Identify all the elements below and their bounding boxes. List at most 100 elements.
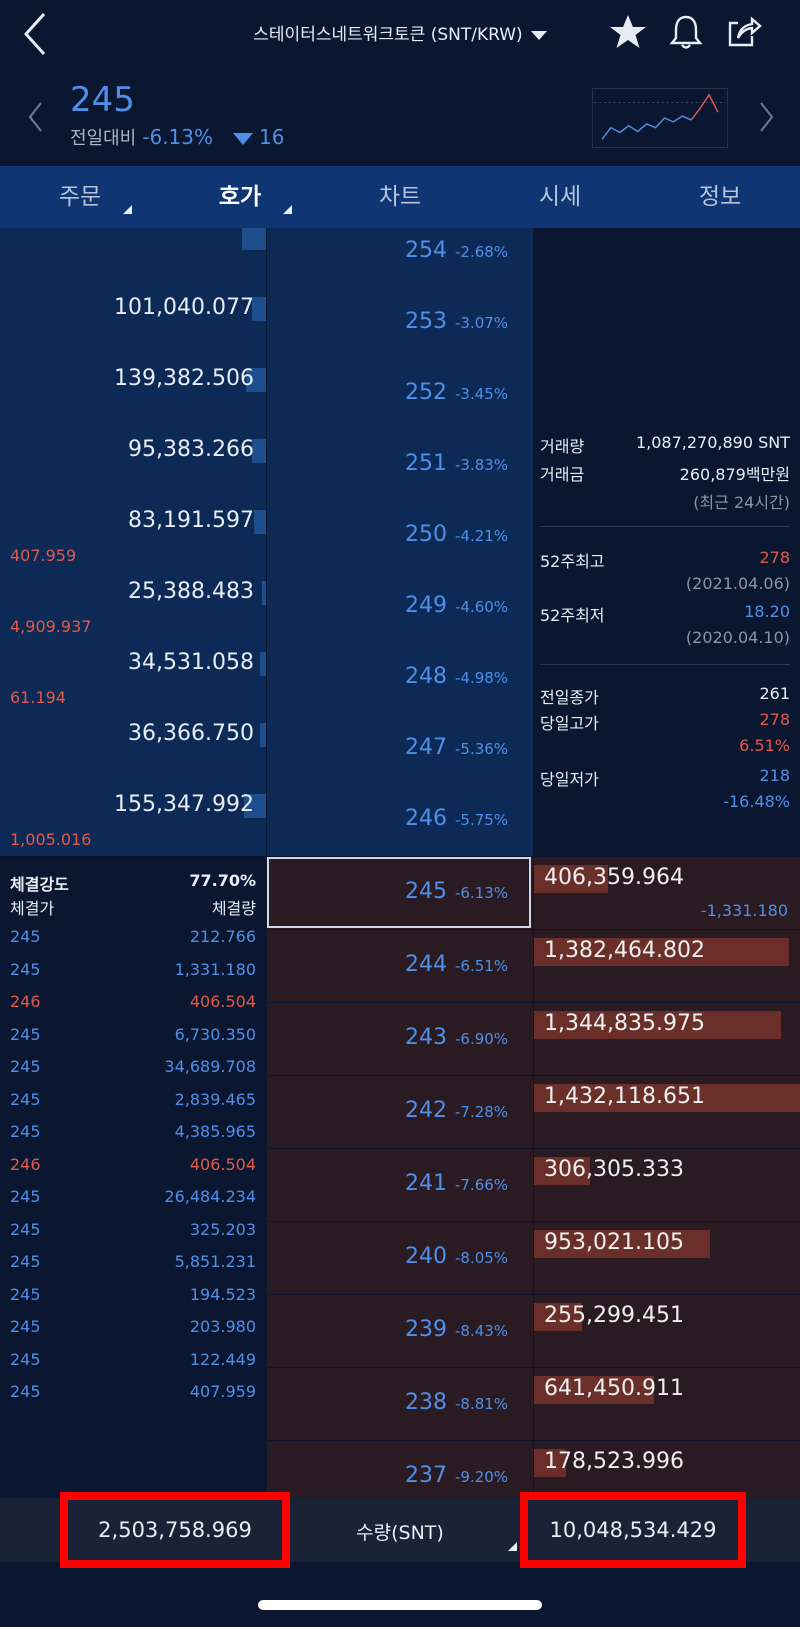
ask-qty-cell: 34,531.058 61.194 xyxy=(0,642,266,715)
trade-price-header: 체결가 xyxy=(10,899,55,918)
bid-qty-cell: 641,450.911 xyxy=(534,1368,800,1441)
prev-chevron-icon[interactable] xyxy=(26,100,46,134)
bid-qty-bar xyxy=(534,1157,590,1185)
mini-price-chart[interactable] xyxy=(592,88,728,148)
star-icon[interactable] xyxy=(608,12,648,52)
ask-row[interactable]: 101,040.077 253 -3.07% xyxy=(0,287,800,360)
bid-price-cell[interactable]: 238 -8.81% xyxy=(267,1368,533,1441)
ask-price-cell[interactable]: 252 -3.45% xyxy=(267,358,533,431)
trade-row: 245 1,331.180 xyxy=(10,960,256,992)
tab-corner-icon xyxy=(123,205,132,214)
bid-price: 244 xyxy=(405,952,447,977)
tab-market-price[interactable]: 시세 xyxy=(480,166,640,228)
volume-label: 거래량 xyxy=(540,437,585,456)
bid-qty-cell: 306,305.333 xyxy=(534,1149,800,1222)
bell-icon[interactable] xyxy=(666,12,706,52)
strength-label: 체결강도 xyxy=(10,875,69,894)
ask-row[interactable]: 139,382.506 252 -3.45% xyxy=(0,358,800,431)
trade-price: 246 xyxy=(10,992,41,1011)
bid-row[interactable]: 237 -9.20% 178,523.996 xyxy=(0,1441,800,1498)
ask-row[interactable]: 36,366.750 247 -5.36% xyxy=(0,713,800,786)
bid-qty-bar xyxy=(534,1011,781,1039)
bid-row[interactable]: 240 -8.05% 953,021.105 xyxy=(0,1222,800,1295)
info-prev-close: 전일종가 261 xyxy=(540,684,790,710)
trade-row: 245 325.203 xyxy=(10,1220,256,1252)
trade-price: 245 xyxy=(10,1089,41,1109)
bid-row[interactable]: 243 -6.90% 1,344,835.975 xyxy=(0,1003,800,1076)
ask-row[interactable]: 34,531.058 61.194 248 -4.98% xyxy=(0,642,800,715)
bid-qty: 255,299.451 xyxy=(544,1303,684,1328)
ask-row[interactable]: 83,191.597 407.959 250 -4.21% xyxy=(0,500,800,573)
trade-row: 245 34,689.708 xyxy=(10,1057,256,1089)
bid-price-cell[interactable]: 239 -8.43% xyxy=(267,1295,533,1368)
tab-orderbook[interactable]: 호가 xyxy=(160,166,320,228)
ask-price-cell[interactable]: 247 -5.36% xyxy=(267,713,533,786)
bid-row[interactable]: 244 -6.51% 1,382,464.802 xyxy=(0,930,800,1003)
bid-qty-cell: 1,432,118.651 xyxy=(534,1076,800,1149)
ask-row[interactable]: 25,388.483 4,909.937 249 -4.60% xyxy=(0,571,800,644)
ask-price-cell[interactable]: 246 -5.75% xyxy=(267,784,533,857)
ask-row[interactable]: 254 -2.68% xyxy=(0,228,800,289)
trade-price: 245 xyxy=(10,1187,41,1206)
bid-pct: -8.05% xyxy=(455,1249,509,1267)
bid-qty: 406,359.964 xyxy=(544,865,684,890)
ask-price-cell[interactable]: 249 -4.60% xyxy=(267,571,533,644)
bid-row[interactable]: 239 -8.43% 255,299.451 xyxy=(0,1295,800,1368)
tab-chart[interactable]: 차트 xyxy=(320,166,480,228)
ask-price-cell[interactable]: 250 -4.21% xyxy=(267,500,533,573)
market-title[interactable]: 스테이터스네트워크토큰 (SNT/KRW) xyxy=(0,20,800,45)
top-bar: 스테이터스네트워크토큰 (SNT/KRW) xyxy=(0,0,800,70)
ask-pct: -5.75% xyxy=(455,811,509,829)
bid-row[interactable]: 245 -6.13% 406,359.964 -1,331.180 xyxy=(0,857,800,930)
ask-qty-bar xyxy=(260,652,266,676)
trade-price: 245 xyxy=(10,1317,41,1336)
prev-close-value: 261 xyxy=(759,684,790,703)
change-row: 전일대비 -6.13% 16 xyxy=(70,124,284,150)
bid-row[interactable]: 242 -7.28% 1,432,118.651 xyxy=(0,1076,800,1149)
ask-pct: -3.07% xyxy=(455,314,509,332)
bid-price-cell[interactable]: 241 -7.66% xyxy=(267,1149,533,1222)
info-day-low-pct: -16.48% xyxy=(540,792,790,818)
ask-price-cell[interactable]: 254 -2.68% xyxy=(267,228,533,289)
bid-price: 245 xyxy=(405,879,447,904)
bid-row[interactable]: 238 -8.81% 641,450.911 xyxy=(0,1368,800,1441)
ask-price-cell[interactable]: 253 -3.07% xyxy=(267,287,533,360)
trade-row: 245 6,730.350 xyxy=(10,1025,256,1057)
info-period: (최근 24시간) xyxy=(540,489,790,515)
unit-toggle[interactable]: 수량(SNT) xyxy=(356,1522,444,1544)
order-book: 254 -2.68% 101,040.077 253 -3.07% 139,382.506… xyxy=(0,228,800,1498)
trade-qty: 406.504 xyxy=(189,1154,256,1174)
bid-row[interactable]: 241 -7.66% 306,305.333 xyxy=(0,1149,800,1222)
back-chevron-icon[interactable] xyxy=(18,8,58,60)
mini-chart-line-up xyxy=(690,93,719,121)
bid-price-cell[interactable]: 245 -6.13% xyxy=(267,857,533,930)
bid-price-cell[interactable]: 243 -6.90% xyxy=(267,1003,533,1076)
bid-price-cell[interactable]: 240 -8.05% xyxy=(267,1222,533,1295)
trade-qty: 1,331.180 xyxy=(174,959,256,979)
ask-pct: -4.60% xyxy=(455,598,509,616)
tab-market-price-label: 시세 xyxy=(538,184,582,210)
bid-price: 243 xyxy=(405,1025,447,1050)
high52-date: (2021.04.06) xyxy=(685,574,790,593)
market-title-text: 스테이터스네트워크토큰 (SNT/KRW) xyxy=(253,25,523,45)
ask-row[interactable]: 155,347.992 1,005.016 246 -5.75% xyxy=(0,784,800,857)
trade-price: 245 xyxy=(10,1057,41,1076)
ask-fill: 1,005.016 xyxy=(10,830,92,849)
ask-qty: 101,040.077 xyxy=(114,295,254,320)
bid-price-cell[interactable]: 244 -6.51% xyxy=(267,930,533,1003)
ask-price: 254 xyxy=(405,238,447,263)
ask-pct: -3.83% xyxy=(455,456,509,474)
bid-price-cell[interactable]: 237 -9.20% xyxy=(267,1441,533,1498)
tab-info[interactable]: 정보 xyxy=(640,166,800,228)
next-chevron-icon[interactable] xyxy=(756,100,776,134)
bid-price: 240 xyxy=(405,1244,447,1269)
ask-row[interactable]: 95,383.266 251 -3.83% xyxy=(0,429,800,502)
ask-qty-bar xyxy=(254,510,266,534)
share-icon[interactable] xyxy=(724,12,764,52)
ask-price-cell[interactable]: 248 -4.98% xyxy=(267,642,533,715)
ask-price-cell[interactable]: 251 -3.83% xyxy=(267,429,533,502)
bid-qty-cell: 406,359.964 -1,331.180 xyxy=(534,857,800,930)
info-high52-date: (2021.04.06) xyxy=(540,574,790,600)
tab-order[interactable]: 주문 xyxy=(0,166,160,228)
bid-price-cell[interactable]: 242 -7.28% xyxy=(267,1076,533,1149)
